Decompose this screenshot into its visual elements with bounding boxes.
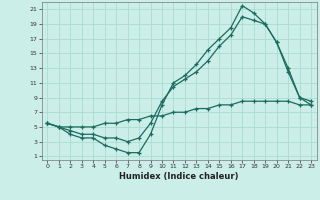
X-axis label: Humidex (Indice chaleur): Humidex (Indice chaleur)	[119, 172, 239, 181]
